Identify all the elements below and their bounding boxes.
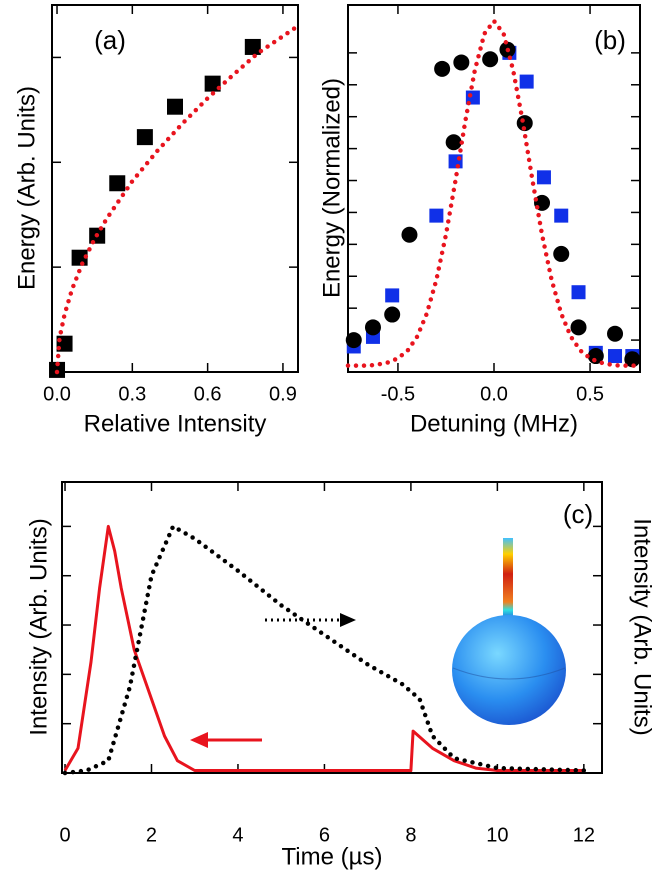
x-tick-label: 0.9 <box>269 383 297 405</box>
series-line <box>345 17 643 368</box>
x-tick-label: 10 <box>486 824 508 846</box>
x-tick-label: 2 <box>146 824 157 846</box>
arrow-left <box>190 732 262 748</box>
circle-marker <box>384 306 401 323</box>
square-marker <box>109 175 126 192</box>
x-tick-label: 0.6 <box>194 383 222 405</box>
square-marker <box>244 38 261 55</box>
circle-marker <box>453 54 470 71</box>
inset-sphere <box>452 538 566 725</box>
x-tick-label: 4 <box>232 824 243 846</box>
panel-label: (c) <box>563 499 593 529</box>
panel: 0 2 4 6 8 10 12 Time (µs) Intensity (Arb. Units)… <box>25 481 656 870</box>
square-marker <box>429 208 444 223</box>
circle-marker <box>570 319 587 336</box>
square-marker <box>71 249 88 266</box>
square-marker <box>448 154 463 169</box>
square-marker <box>571 285 586 300</box>
square-marker <box>385 288 400 303</box>
y-axis-label: Intensity (Arb. Units) <box>25 518 52 735</box>
y2-axis-label: Intensity (Arb. Units) <box>629 518 656 735</box>
y-axis-label: Energy (Normalized) <box>318 78 345 298</box>
arrow-right <box>265 613 356 627</box>
circle-marker <box>587 348 604 365</box>
panel-label: (a) <box>94 25 126 55</box>
x-axis-label: Time (µs) <box>282 843 383 870</box>
panel: -0.5 0.0 0.5 Detuning (MHz) Energy (Normaliz… <box>318 4 643 437</box>
y-axis-label: Energy (Arb. Units) <box>13 86 40 290</box>
square-marker <box>608 349 623 364</box>
circle-marker <box>624 351 641 368</box>
circle-marker <box>607 325 624 342</box>
series-line <box>54 23 301 375</box>
x-tick-label: 0.3 <box>118 383 146 405</box>
series-line <box>63 524 584 772</box>
circle-marker <box>401 226 418 243</box>
x-tick-label: 0.0 <box>43 383 71 405</box>
x-tick-label: 8 <box>405 824 416 846</box>
square-marker <box>204 75 221 92</box>
x-tick-label: 0 <box>59 824 70 846</box>
circle-marker <box>434 60 451 77</box>
circle-marker <box>445 134 462 151</box>
x-tick-label: 6 <box>319 824 330 846</box>
square-marker <box>136 129 153 146</box>
x-axis-label: Relative Intensity <box>84 410 267 437</box>
plot-frame <box>51 4 299 373</box>
circle-marker <box>364 319 381 336</box>
x-tick-label: 0.0 <box>480 383 508 405</box>
square-marker <box>554 208 569 223</box>
x-axis-label: Detuning (MHz) <box>410 410 578 437</box>
panel-label: (b) <box>594 25 626 55</box>
plot-frame <box>61 481 603 774</box>
circle-marker <box>553 245 570 262</box>
x-tick-label: 12 <box>573 824 595 846</box>
series-line <box>62 523 587 776</box>
square-marker <box>519 74 534 89</box>
circle-marker <box>345 332 362 349</box>
square-marker <box>536 170 551 185</box>
circle-marker <box>516 115 533 132</box>
circle-marker <box>482 51 499 68</box>
x-tick-label: -0.5 <box>381 383 415 405</box>
x-tick-label: 0.5 <box>576 383 604 405</box>
square-marker <box>167 98 183 115</box>
